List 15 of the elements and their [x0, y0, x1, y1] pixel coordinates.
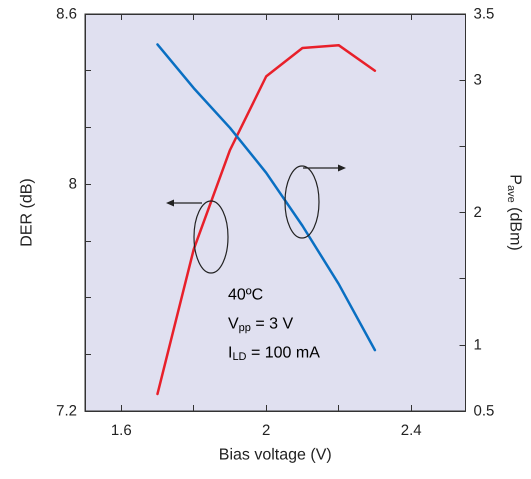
- x-axis-title: Bias voltage (V): [218, 446, 332, 464]
- y2-tick-label: 0.5: [474, 402, 494, 420]
- x-tick-label: 2.4: [400, 422, 422, 439]
- y2-tick-label: 3: [474, 72, 482, 89]
- y-tick-label: 8: [68, 176, 77, 193]
- y-axis-title: DER (dB): [18, 178, 36, 247]
- y-tick-label: 8.6: [56, 6, 77, 22]
- y-tick-label: 7.2: [56, 402, 77, 420]
- x-tick-label: 1.6: [110, 422, 132, 439]
- y2-tick-label: 2: [474, 204, 482, 221]
- y2-axis-title: Pave (dBm): [505, 174, 524, 251]
- y2-tick-label: 3.5: [474, 6, 494, 22]
- x-tick-label: 2: [262, 422, 270, 439]
- annotation: 40ºC: [228, 286, 264, 304]
- y2-tick-label: 1: [474, 336, 482, 354]
